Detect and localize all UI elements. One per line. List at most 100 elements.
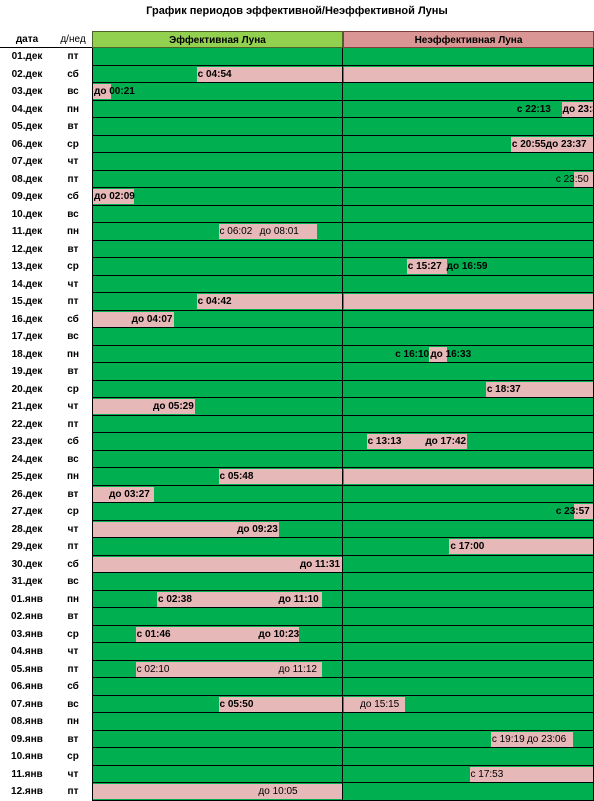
day-of-week-cell: чт	[67, 523, 79, 535]
ineffective-track	[343, 555, 594, 573]
table-row: 22.дек пт	[0, 415, 594, 433]
period-segment	[573, 504, 593, 519]
date-cell: 06.янв	[11, 681, 43, 692]
day-of-week-cell: пт	[67, 663, 79, 675]
effective-track	[92, 538, 343, 556]
date-cell: 09.дек	[11, 191, 43, 202]
day-of-week-cell: вс	[67, 453, 79, 465]
date-cell: 06.дек	[11, 138, 43, 150]
day-of-week-cell: пн	[66, 103, 80, 115]
date-cell: 07.дек	[11, 156, 43, 167]
ineffective-track	[343, 485, 594, 503]
table-row: 02.янв вт	[0, 608, 594, 626]
effective-track	[92, 83, 343, 101]
table-row: 15.дек пт с 04:42	[0, 293, 594, 311]
day-of-week-cell: пт	[67, 786, 79, 797]
time-label: с 05:50	[219, 698, 254, 710]
date-cell: 23.дек	[11, 436, 43, 447]
effective-track	[92, 100, 343, 118]
table-row: 20.дек ср с 18:37	[0, 380, 594, 398]
date-cell: 05.дек	[11, 121, 43, 132]
date-cell: 28.дек	[11, 523, 43, 535]
table-row: 05.дек вт	[0, 118, 594, 136]
ineffective-track	[343, 783, 594, 801]
date-cell: 08.янв	[11, 716, 43, 727]
time-label: с 22:13	[516, 103, 551, 115]
ineffective-track	[343, 398, 594, 416]
period-segment	[93, 784, 342, 799]
period-segment	[196, 294, 342, 309]
table-row: 03.дек вс до 00:21	[0, 83, 594, 101]
period-segment	[561, 101, 593, 117]
table-row: 06.дек ср с 20:55 до 23:37	[0, 135, 594, 153]
time-label: с 19:19	[491, 733, 525, 745]
day-of-week-cell: чт	[67, 768, 79, 780]
period-segment	[93, 311, 174, 327]
header-day-of-week: д/нед	[54, 31, 92, 48]
date-cell: 02.янв	[11, 611, 43, 622]
time-label: до 11:31	[299, 558, 341, 570]
date-cell: 19.дек	[11, 366, 43, 377]
time-label: до 08:01	[259, 226, 299, 237]
period-segment	[344, 294, 593, 309]
day-of-week-cell: сб	[67, 681, 79, 692]
table-row: 09.янв вт с 19:19 до 23:06	[0, 730, 594, 748]
day-of-week-cell: пт	[67, 173, 79, 185]
table-row: 08.дек пт с 23:50	[0, 170, 594, 188]
date-cell: 15.дек	[11, 296, 43, 307]
table-row: 21.дек чт до 05:29	[0, 398, 594, 416]
time-label: до 10:05	[258, 786, 298, 797]
effective-track	[92, 135, 343, 153]
table-row: 04.дек пн с 22:13 до 23:37	[0, 100, 594, 118]
table-row: 14.дек чт	[0, 275, 594, 293]
day-of-week-cell: чт	[67, 278, 79, 290]
day-of-week-cell: ср	[67, 138, 79, 150]
period-segment	[196, 66, 342, 82]
table-row: 10.дек вс	[0, 205, 594, 223]
period-segment	[93, 84, 112, 99]
period-segment	[344, 66, 593, 82]
day-of-week-cell: вс	[67, 331, 79, 342]
table-row: 06.янв сб	[0, 678, 594, 696]
period-segment	[406, 259, 448, 274]
effective-track	[92, 363, 343, 381]
time-label: с 23:50	[555, 173, 589, 185]
day-of-week-cell: пн	[66, 471, 80, 482]
time-label: с 02:10	[136, 663, 170, 675]
effective-track	[92, 748, 343, 766]
period-segment	[510, 136, 593, 152]
day-of-week-cell: вт	[67, 243, 79, 255]
ineffective-track	[343, 240, 594, 258]
day-of-week-cell: вс	[67, 576, 79, 587]
day-of-week-cell: сб	[67, 558, 79, 570]
date-cell: 27.дек	[11, 506, 43, 517]
period-segment	[573, 171, 593, 187]
day-of-week-cell: пн	[66, 348, 80, 360]
header-date: дата	[0, 31, 54, 48]
period-segment	[157, 591, 322, 607]
date-cell: 17.дек	[11, 331, 43, 342]
day-of-week-cell: пн	[66, 716, 80, 727]
effective-track	[92, 48, 343, 66]
ineffective-track	[343, 643, 594, 661]
date-cell: 22.дек	[11, 418, 43, 430]
day-of-week-cell: вс	[67, 698, 79, 710]
period-segment	[344, 469, 593, 484]
table-row: 07.янв вс с 05:50 до 15:15	[0, 695, 594, 713]
ineffective-track	[343, 660, 594, 678]
effective-track	[92, 503, 343, 521]
table-row: 08.янв пн	[0, 713, 594, 731]
table-row: 09.дек сб до 02:09	[0, 188, 594, 206]
period-segment	[449, 539, 593, 554]
day-of-week-cell: ср	[67, 261, 79, 272]
date-cell: 12.янв	[11, 786, 43, 797]
effective-track	[92, 153, 343, 171]
time-label: до 11:12	[278, 663, 317, 675]
date-cell: 26.дек	[11, 488, 43, 500]
ineffective-track	[343, 205, 594, 223]
date-cell: 04.дек	[11, 103, 43, 115]
ineffective-track	[343, 713, 594, 731]
table-row: 29.дек пт с 17:00	[0, 538, 594, 556]
date-cell: 13.дек	[11, 261, 43, 272]
effective-track	[92, 643, 343, 661]
